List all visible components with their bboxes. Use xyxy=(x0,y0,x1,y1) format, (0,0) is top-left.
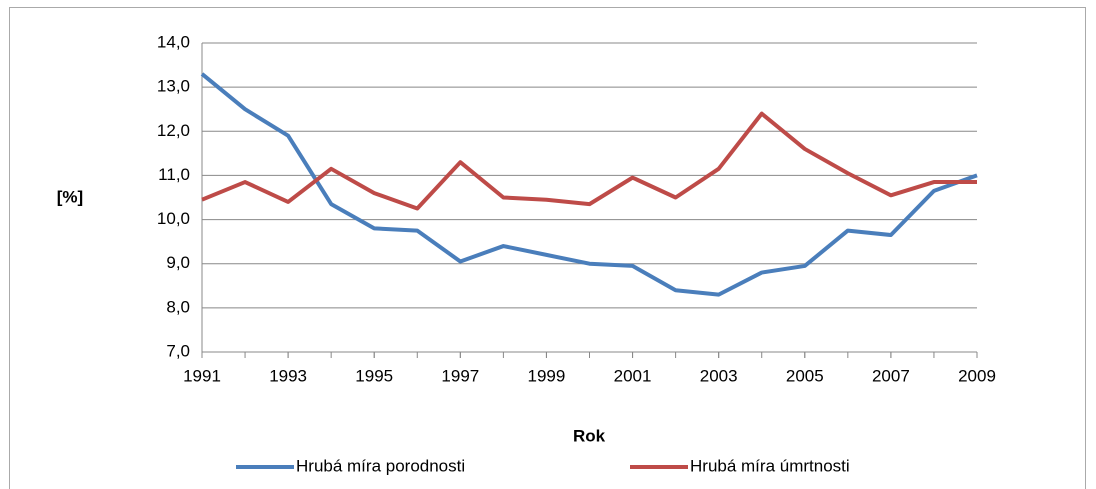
legend-label: Hrubá míra porodnosti xyxy=(296,456,465,475)
x-tick-label: 1991 xyxy=(183,366,221,385)
chart-border xyxy=(9,7,1086,489)
x-axis-label: Rok xyxy=(573,426,606,445)
y-tick-label: 12,0 xyxy=(157,121,190,140)
x-tick-label: 2005 xyxy=(786,366,824,385)
x-tick-label: 2001 xyxy=(614,366,652,385)
y-tick-label: 11,0 xyxy=(158,165,190,184)
series-line xyxy=(201,111,977,211)
x-tick-label: 2009 xyxy=(958,366,996,385)
y-tick-label: 14,0 xyxy=(157,32,190,51)
series-line xyxy=(200,72,978,297)
x-tick-label: 1997 xyxy=(441,366,479,385)
legend-label: Hrubá míra úmrtnosti xyxy=(690,456,850,475)
y-tick-label: 7,0 xyxy=(166,341,190,360)
y-tick-label: 10,0 xyxy=(157,209,190,228)
y-axis-label: [%] xyxy=(57,187,83,206)
x-tick-label: 2007 xyxy=(872,366,910,385)
x-tick-label: 2003 xyxy=(700,366,738,385)
x-tick-label: 1995 xyxy=(355,366,393,385)
y-tick-label: 13,0 xyxy=(157,77,190,96)
y-tick-label: 8,0 xyxy=(166,297,190,316)
y-tick-label: 9,0 xyxy=(166,253,190,272)
x-tick-label: 1999 xyxy=(528,366,566,385)
x-tick-label: 1993 xyxy=(269,366,307,385)
